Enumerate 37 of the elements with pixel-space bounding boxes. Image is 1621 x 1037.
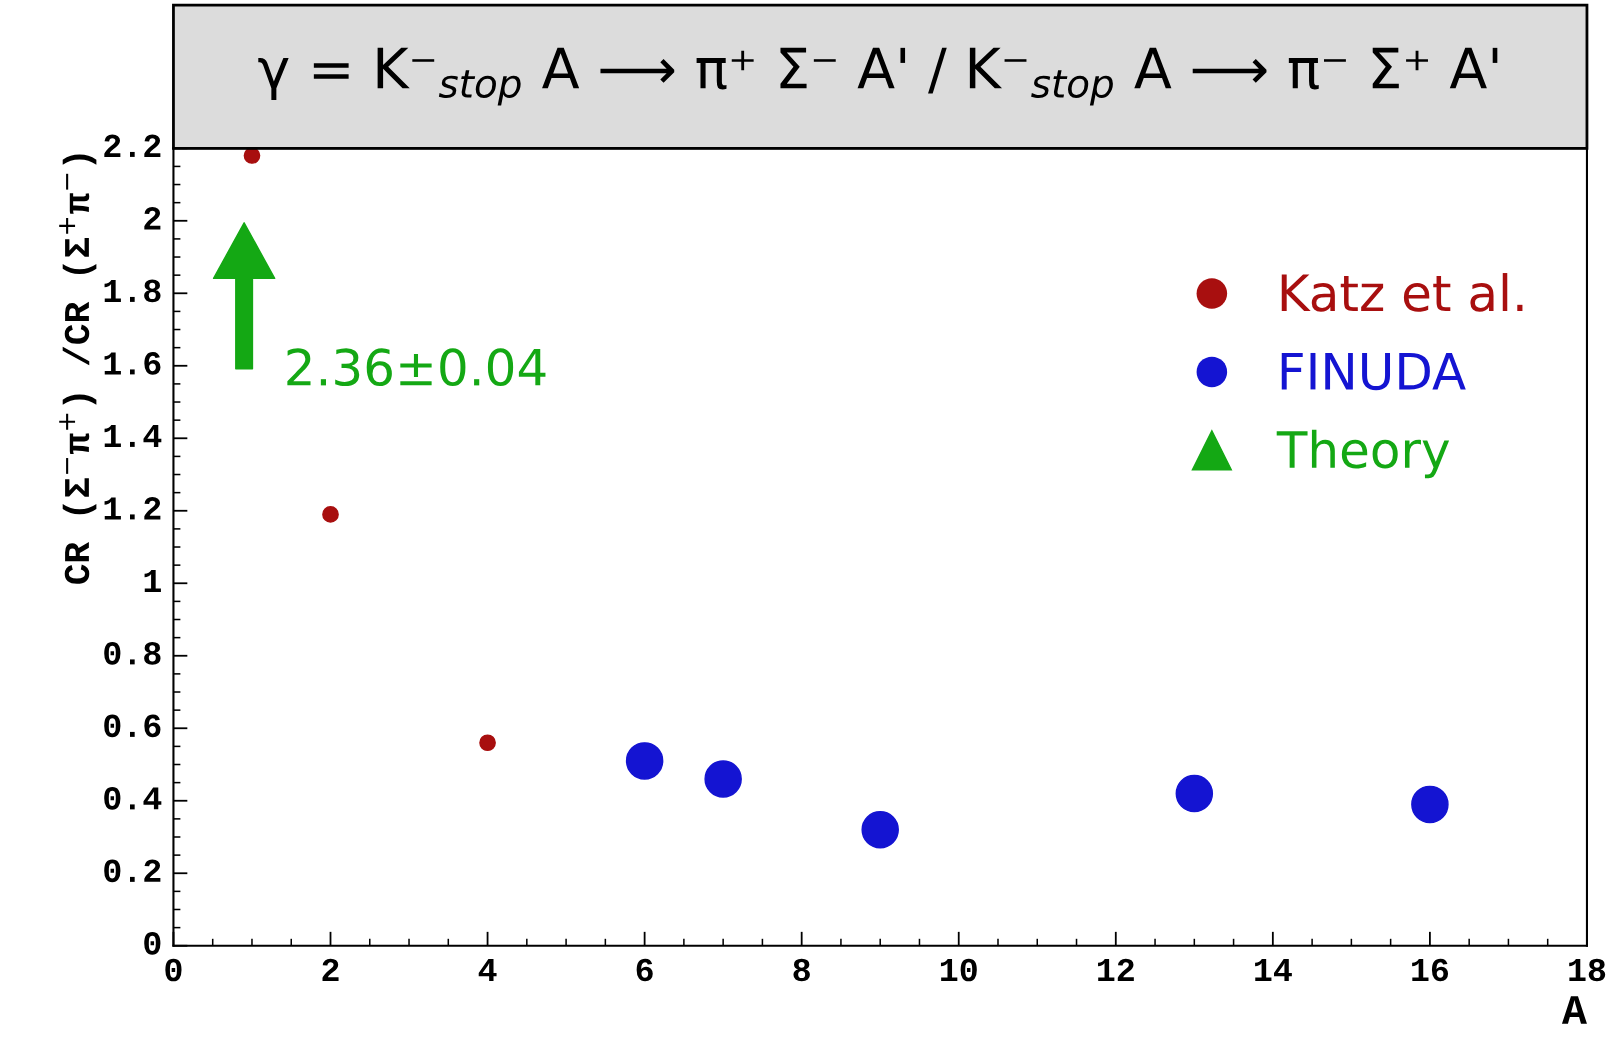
point <box>322 506 339 523</box>
y-tick-label: 1.8 <box>104 279 161 303</box>
y-tick-label: 1 <box>144 569 161 592</box>
y-tick-label: 0.4 <box>104 787 162 810</box>
y-tick-label: 0.8 <box>104 642 161 665</box>
x-tick-label: 6 <box>636 958 653 982</box>
x-tick-label: 4 <box>478 959 497 982</box>
x-tick-label: 14 <box>1255 959 1292 982</box>
x-tick-label: 2 <box>322 958 339 982</box>
y-tick-label: 1.2 <box>104 497 161 520</box>
y-tick-label: 2 <box>144 207 161 230</box>
text: CR (Σ$^{−}$π$^{+}$) /CR (Σ$^{+}$π$^{−}$) <box>59 154 97 584</box>
legend-label: FINUDA <box>1281 352 1466 391</box>
point <box>861 811 899 849</box>
point <box>625 742 664 780</box>
y-tick-label: 0 <box>144 932 161 955</box>
annotation: 2.36±0.04 <box>287 348 546 387</box>
point <box>1411 785 1449 824</box>
x-tick-label: 12 <box>1098 958 1134 982</box>
y-tick-label: 0.6 <box>104 714 161 738</box>
y-tick-label: 0.2 <box>104 859 161 883</box>
y-tick-label: 1.4 <box>104 424 162 447</box>
point <box>1175 774 1214 813</box>
x-tick-label: 16 <box>1412 958 1449 982</box>
x-tick-label: 8 <box>793 958 810 982</box>
y-tick-label: 1.6 <box>104 352 161 375</box>
legend-label: Katz et al. <box>1281 273 1523 312</box>
x-axis-title: A <box>1561 996 1587 1024</box>
x-tick-label: 18 <box>1569 958 1606 982</box>
y-tick-label: 2.2 <box>104 134 161 157</box>
point <box>479 734 496 752</box>
x-tick-label: 0 <box>165 958 182 982</box>
point <box>243 148 261 164</box>
x-tick-label: 10 <box>940 958 977 982</box>
point <box>704 760 742 798</box>
legend-label: Theory <box>1276 429 1450 479</box>
chart-title: γ = K⁻$_{stop}$ A ⟶ π⁺ Σ⁻ A' / K⁻$_{stop}$ A ⟶ π⁻ Σ⁺ A' <box>258 47 1498 106</box>
